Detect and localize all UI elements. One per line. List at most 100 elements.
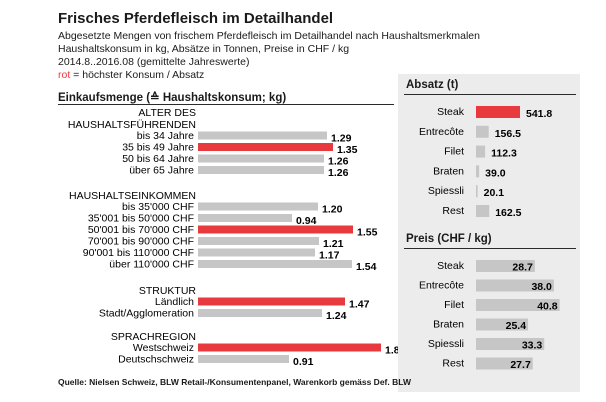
group-header-struktur-0: STRUKTUR xyxy=(139,285,197,297)
sales-value-entrec-te: 156.5 xyxy=(495,128,521,140)
price-value-rest: 27.7 xyxy=(510,359,531,371)
price-bar-filet xyxy=(476,299,560,311)
value-label-ber-65-jahre: 1.26 xyxy=(328,167,349,179)
category-label-westschweiz: Westschweiz xyxy=(133,342,194,354)
sales-category-rest: Rest xyxy=(442,205,464,217)
price-bar-steak xyxy=(476,260,535,272)
legend-note: rot = höchster Konsum / Absatz xyxy=(58,69,204,81)
price-category-braten: Braten xyxy=(433,319,464,331)
value-label-90-001-bis-110-000-chf: 1.17 xyxy=(319,250,340,262)
subtitle-line-3: 2014.8..2016.08 (gemittelte Jahreswerte) xyxy=(58,56,250,68)
chart-title: Frisches Pferdefleisch im Detailhandel xyxy=(58,10,334,27)
sales-bar-steak xyxy=(476,106,520,118)
value-label-35-001-bis-50-000-chf: 0.94 xyxy=(296,215,317,227)
sales-value-braten: 39.0 xyxy=(485,167,506,179)
price-bar-spiessli xyxy=(476,338,545,350)
bar-ber-65-jahre xyxy=(198,166,324,174)
bar-50-bis-64-jahre xyxy=(198,154,324,163)
price-title-rule xyxy=(404,248,576,249)
value-label-bis-35-000-chf: 1.20 xyxy=(322,204,343,216)
category-label-50-001-bis-70-000-chf: 50'001 bis 70'000 CHF xyxy=(88,224,194,236)
value-label-l-ndlich: 1.47 xyxy=(349,299,370,311)
price-category-filet: Filet xyxy=(444,299,464,311)
price-value-braten: 25.4 xyxy=(506,320,527,332)
sales-bar-spiessli xyxy=(476,185,478,198)
bar-westschweiz xyxy=(198,343,381,352)
category-label-bis-35-000-chf: bis 35'000 CHF xyxy=(122,201,194,213)
group-header-haushaltseinkommen-0: HAUSHALTSEINKOMMEN xyxy=(69,190,196,202)
subtitle-line-2: Haushaltskonsum in kg, Absätze in Tonnen… xyxy=(58,43,350,55)
category-label-90-001-bis-110-000-chf: 90'001 bis 110'000 CHF xyxy=(83,247,194,259)
sales-category-steak: Steak xyxy=(437,106,465,118)
price-value-spiessli: 33.3 xyxy=(522,340,543,352)
value-label-stadt-agglomeration: 1.24 xyxy=(326,310,347,322)
price-category-entrec-te: Entrecôte xyxy=(419,280,464,292)
category-label-ber-110-000-chf: über 110'000 CHF xyxy=(109,259,194,271)
sales-chart-title: Absatz (t) xyxy=(406,79,459,91)
sales-category-filet: Filet xyxy=(444,146,464,158)
group-header-sprachregion-0: SPRACHREGION xyxy=(111,331,196,343)
sales-category-braten: Braten xyxy=(433,165,464,177)
consumption-title-rule xyxy=(58,104,394,105)
consumption-chart-title: Einkaufsmenge (≙ Haushaltskonsum; kg) xyxy=(58,92,287,104)
sales-category-entrec-te: Entrecôte xyxy=(419,126,464,138)
legend-text: = höchster Konsum / Absatz xyxy=(70,69,205,81)
category-label-ber-65-jahre: über 65 Jahre xyxy=(129,165,194,177)
sales-value-filet: 112.3 xyxy=(491,148,517,160)
bar-90-001-bis-110-000-chf xyxy=(198,248,315,257)
price-value-steak: 28.7 xyxy=(512,262,533,274)
bar-bis-34-jahre xyxy=(198,131,327,140)
sales-value-steak: 541.8 xyxy=(526,108,552,120)
category-label-35-001-bis-50-000-chf: 35'001 bis 50'000 CHF xyxy=(88,213,194,225)
bar-deutschschweiz xyxy=(198,355,289,363)
price-bar-entrec-te xyxy=(476,279,554,292)
bar-l-ndlich xyxy=(198,297,345,306)
price-chart-title: Preis (CHF / kg) xyxy=(406,233,492,245)
side-panel: Absatz (t) Steak 541.8 Entrecôte 156.5 Filet… xyxy=(398,74,580,392)
sales-value-spiessli: 20.1 xyxy=(484,187,505,199)
value-label-bis-34-jahre: 1.29 xyxy=(331,133,352,145)
value-label-50-001-bis-70-000-chf: 1.55 xyxy=(357,227,378,239)
value-label-deutschschweiz: 0.91 xyxy=(293,356,314,368)
category-label-stadt-agglomeration: Stadt/Agglomeration xyxy=(99,308,194,320)
bar-35-bis-49-jahre xyxy=(198,143,333,151)
subtitle-line-1: Abgesetzte Mengen von frischem Pferdefle… xyxy=(58,30,480,42)
category-label-deutschschweiz: Deutschschweiz xyxy=(118,354,194,366)
category-label-l-ndlich: Ländlich xyxy=(155,296,194,308)
value-label-50-bis-64-jahre: 1.26 xyxy=(328,156,349,168)
category-label-50-bis-64-jahre: 50 bis 64 Jahre xyxy=(122,153,194,165)
value-label-35-bis-49-jahre: 1.35 xyxy=(337,144,358,156)
category-label-35-bis-49-jahre: 35 bis 49 Jahre xyxy=(122,142,194,154)
price-bar-braten xyxy=(476,318,529,331)
price-category-rest: Rest xyxy=(442,358,464,370)
sales-bar-filet xyxy=(476,145,486,158)
price-category-spiessli: Spiessli xyxy=(428,338,464,350)
value-label-westschweiz: 1.83 xyxy=(385,345,400,357)
value-label-ber-110-000-chf: 1.54 xyxy=(356,261,377,273)
sales-category-spiessli: Spiessli xyxy=(428,185,464,197)
price-chart: Steak 28.7 Entrecôte 38.0 Filet 40.8 Braten 25.… xyxy=(419,260,560,371)
bar-50-001-bis-70-000-chf xyxy=(198,225,353,234)
source-note: Quelle: Nielsen Schweiz, BLW Retail-/Kon… xyxy=(58,377,411,387)
sales-bar-rest xyxy=(476,205,490,217)
price-value-entrec-te: 38.0 xyxy=(531,281,552,293)
sales-bar-entrec-te xyxy=(476,125,489,138)
sales-value-rest: 162.5 xyxy=(495,207,521,219)
sales-chart: Steak 541.8 Entrecôte 156.5 Filet 112.3 Braten… xyxy=(419,106,552,219)
sales-title-rule xyxy=(404,94,576,95)
sales-bar-braten xyxy=(476,165,480,178)
price-bar-rest xyxy=(476,357,533,370)
bar-35-001-bis-50-000-chf xyxy=(198,214,292,222)
bar-70-001-bis-90-000-chf xyxy=(198,237,319,245)
group-header-alter-des-haushaltsf-hrenden-1: HAUSHALTSFÜHRENDEN xyxy=(68,119,196,131)
price-value-filet: 40.8 xyxy=(537,301,558,313)
bar-stadt-agglomeration xyxy=(198,309,322,317)
category-label-70-001-bis-90-000-chf: 70'001 bis 90'000 CHF xyxy=(88,236,194,248)
bar-ber-110-000-chf xyxy=(198,260,352,268)
group-header-alter-des-haushaltsf-hrenden-0: ALTER DES xyxy=(138,107,196,119)
category-label-bis-34-jahre: bis 34 Jahre xyxy=(137,130,194,142)
value-label-70-001-bis-90-000-chf: 1.21 xyxy=(323,238,344,250)
legend-red-word: rot xyxy=(58,69,71,81)
bar-bis-35-000-chf xyxy=(198,202,318,211)
